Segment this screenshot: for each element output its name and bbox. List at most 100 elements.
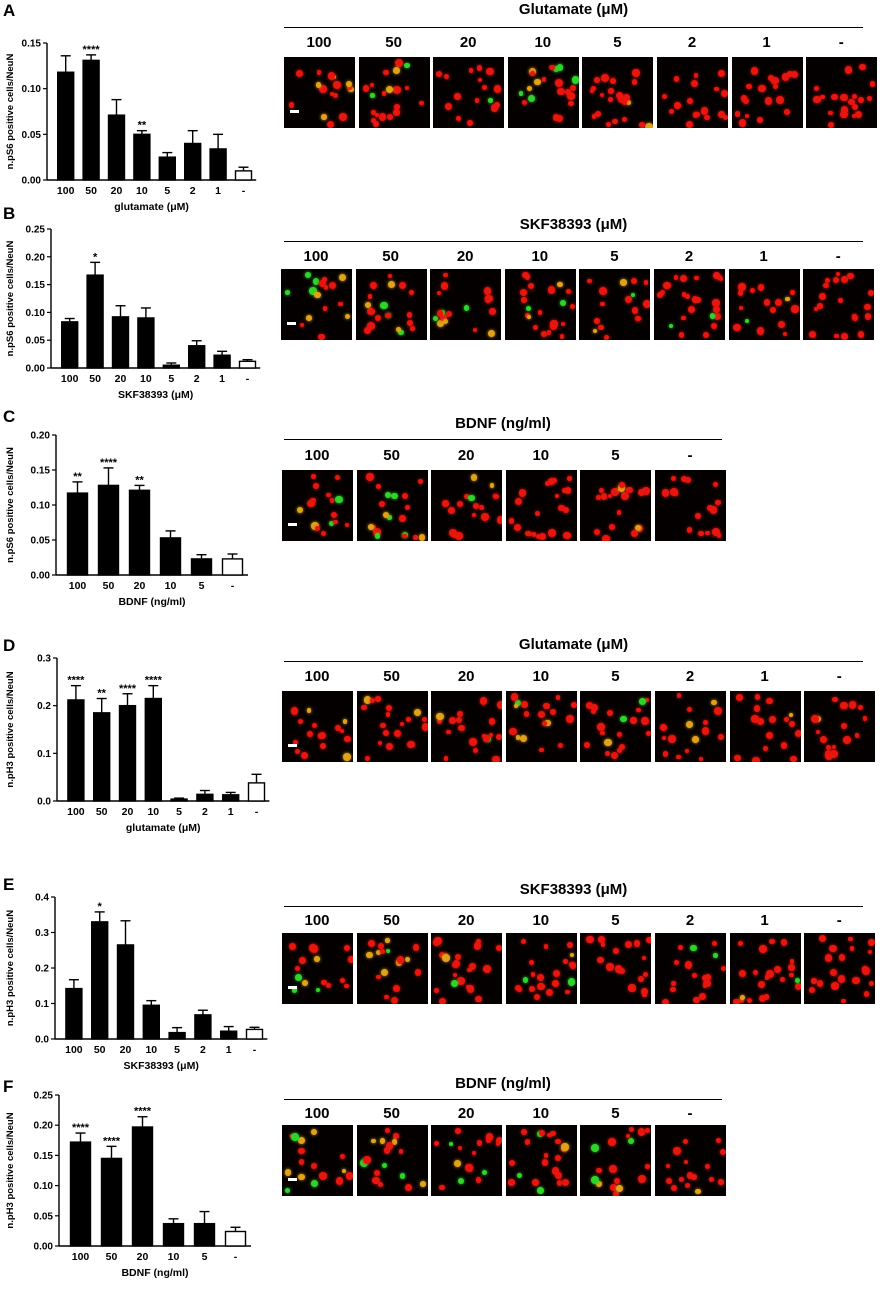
stained-cell: [639, 121, 646, 128]
stained-cell: [495, 1136, 503, 1144]
bar: [193, 1222, 216, 1247]
stained-cell: [379, 1138, 385, 1144]
micrograph-tile: [804, 933, 876, 1004]
y-tick-label: 0.05: [31, 536, 51, 547]
y-tick-label: 0.20: [31, 431, 51, 442]
stained-cell: [600, 493, 608, 501]
stained-cell: [714, 707, 723, 716]
stained-cell: [383, 729, 390, 736]
stained-cell: [841, 333, 848, 340]
y-tick-label: 0.3: [35, 928, 49, 939]
stained-cell: [694, 513, 701, 520]
stained-cell: [298, 1173, 305, 1181]
stained-cell: [551, 478, 557, 483]
stained-cell: [557, 281, 563, 288]
stained-cell: [586, 935, 594, 944]
stained-cell: [456, 710, 463, 717]
bar-chart: 0.00 0.05 0.10 0.15 0.20 0.25 **** 100 **** 50 ***…: [5, 1091, 251, 1279]
stained-cell: [590, 703, 598, 711]
stained-cell: [621, 116, 628, 123]
stained-cell: [626, 486, 633, 494]
micrograph-tile: [431, 470, 503, 541]
stained-cell: [444, 74, 450, 80]
stained-cell: [686, 527, 693, 533]
stained-cell: [438, 997, 446, 1004]
stained-cell: [368, 523, 374, 530]
micrograph-concentration-label: 100: [304, 1105, 330, 1122]
stained-cell: [319, 742, 326, 749]
stained-cell: [769, 307, 776, 314]
stained-cell: [625, 941, 633, 948]
stained-cell: [624, 296, 632, 304]
stained-cell: [744, 113, 750, 119]
stained-cell: [739, 119, 747, 127]
micrograph-tile: [579, 269, 651, 340]
y-axis-label: n.pH3 positive cells/NeuN: [5, 671, 16, 787]
stained-cell: [422, 717, 428, 723]
stained-cell: [379, 500, 386, 507]
x-tick-label: 50: [103, 580, 115, 592]
stained-cell: [479, 697, 488, 705]
stained-cell: [488, 308, 496, 316]
stained-cell: [306, 708, 312, 714]
stained-cell: [686, 721, 694, 729]
stained-cell: [840, 722, 847, 729]
stained-cell: [488, 718, 496, 726]
stained-cell: [319, 1172, 328, 1180]
stained-cell: [407, 312, 413, 318]
stained-cell: [714, 312, 722, 321]
bar: [194, 1014, 212, 1040]
stained-cell: [778, 321, 786, 329]
stained-cell: [433, 987, 440, 994]
x-tick-label: 20: [120, 1044, 132, 1056]
stained-cell: [294, 965, 301, 972]
stained-cell: [612, 118, 618, 125]
stained-cell: [378, 112, 387, 121]
stained-cell: [412, 944, 420, 951]
stained-cell: [370, 93, 375, 98]
stained-cell: [393, 66, 401, 75]
stained-cell: [552, 65, 559, 72]
stained-cell: [791, 305, 799, 313]
stained-cell: [589, 88, 594, 93]
stained-cell: [393, 86, 401, 94]
stained-cell: [378, 1181, 384, 1187]
stained-cell: [345, 1172, 353, 1180]
stained-cell: [632, 69, 640, 77]
stained-cell: [819, 293, 827, 301]
stained-cell: [661, 489, 670, 497]
stained-cell: [631, 529, 639, 537]
stained-cell: [375, 696, 381, 702]
stained-cell: [701, 727, 710, 735]
x-tick-label: -: [246, 373, 250, 385]
stained-cell: [370, 83, 375, 88]
bar-chart: 0.00 0.05 0.10 0.15 0.20 ** 100 **** 50 ** 20 10 5 - B…: [5, 431, 248, 608]
stained-cell: [819, 935, 827, 943]
stained-cell: [636, 707, 641, 713]
stained-cell: [663, 281, 672, 290]
y-tick-label: 0.25: [26, 225, 46, 236]
stained-cell: [852, 976, 860, 985]
stained-cell: [288, 102, 294, 108]
stained-cell: [517, 1172, 523, 1178]
bar: [97, 484, 120, 576]
significance-label: *: [93, 251, 98, 263]
stained-cell: [515, 735, 521, 740]
stained-cell: [593, 76, 600, 83]
stained-cell: [304, 271, 311, 278]
stained-cell: [537, 974, 545, 982]
stained-cell: [757, 284, 765, 292]
stained-cell: [616, 510, 622, 515]
stained-cell: [340, 977, 346, 983]
stained-cell: [310, 1162, 317, 1169]
stained-cell: [302, 979, 309, 986]
x-axis-label: BDNF (ng/ml): [118, 596, 185, 608]
stained-cell: [518, 488, 527, 497]
x-axis-label: BDNF (ng/ml): [121, 1267, 188, 1279]
micrograph-tile: [282, 470, 353, 541]
stained-cell: [545, 988, 554, 997]
x-tick-label: 5: [174, 1044, 180, 1056]
stained-cell: [362, 85, 370, 92]
stained-cell: [661, 998, 670, 1004]
stained-cell: [455, 532, 463, 540]
